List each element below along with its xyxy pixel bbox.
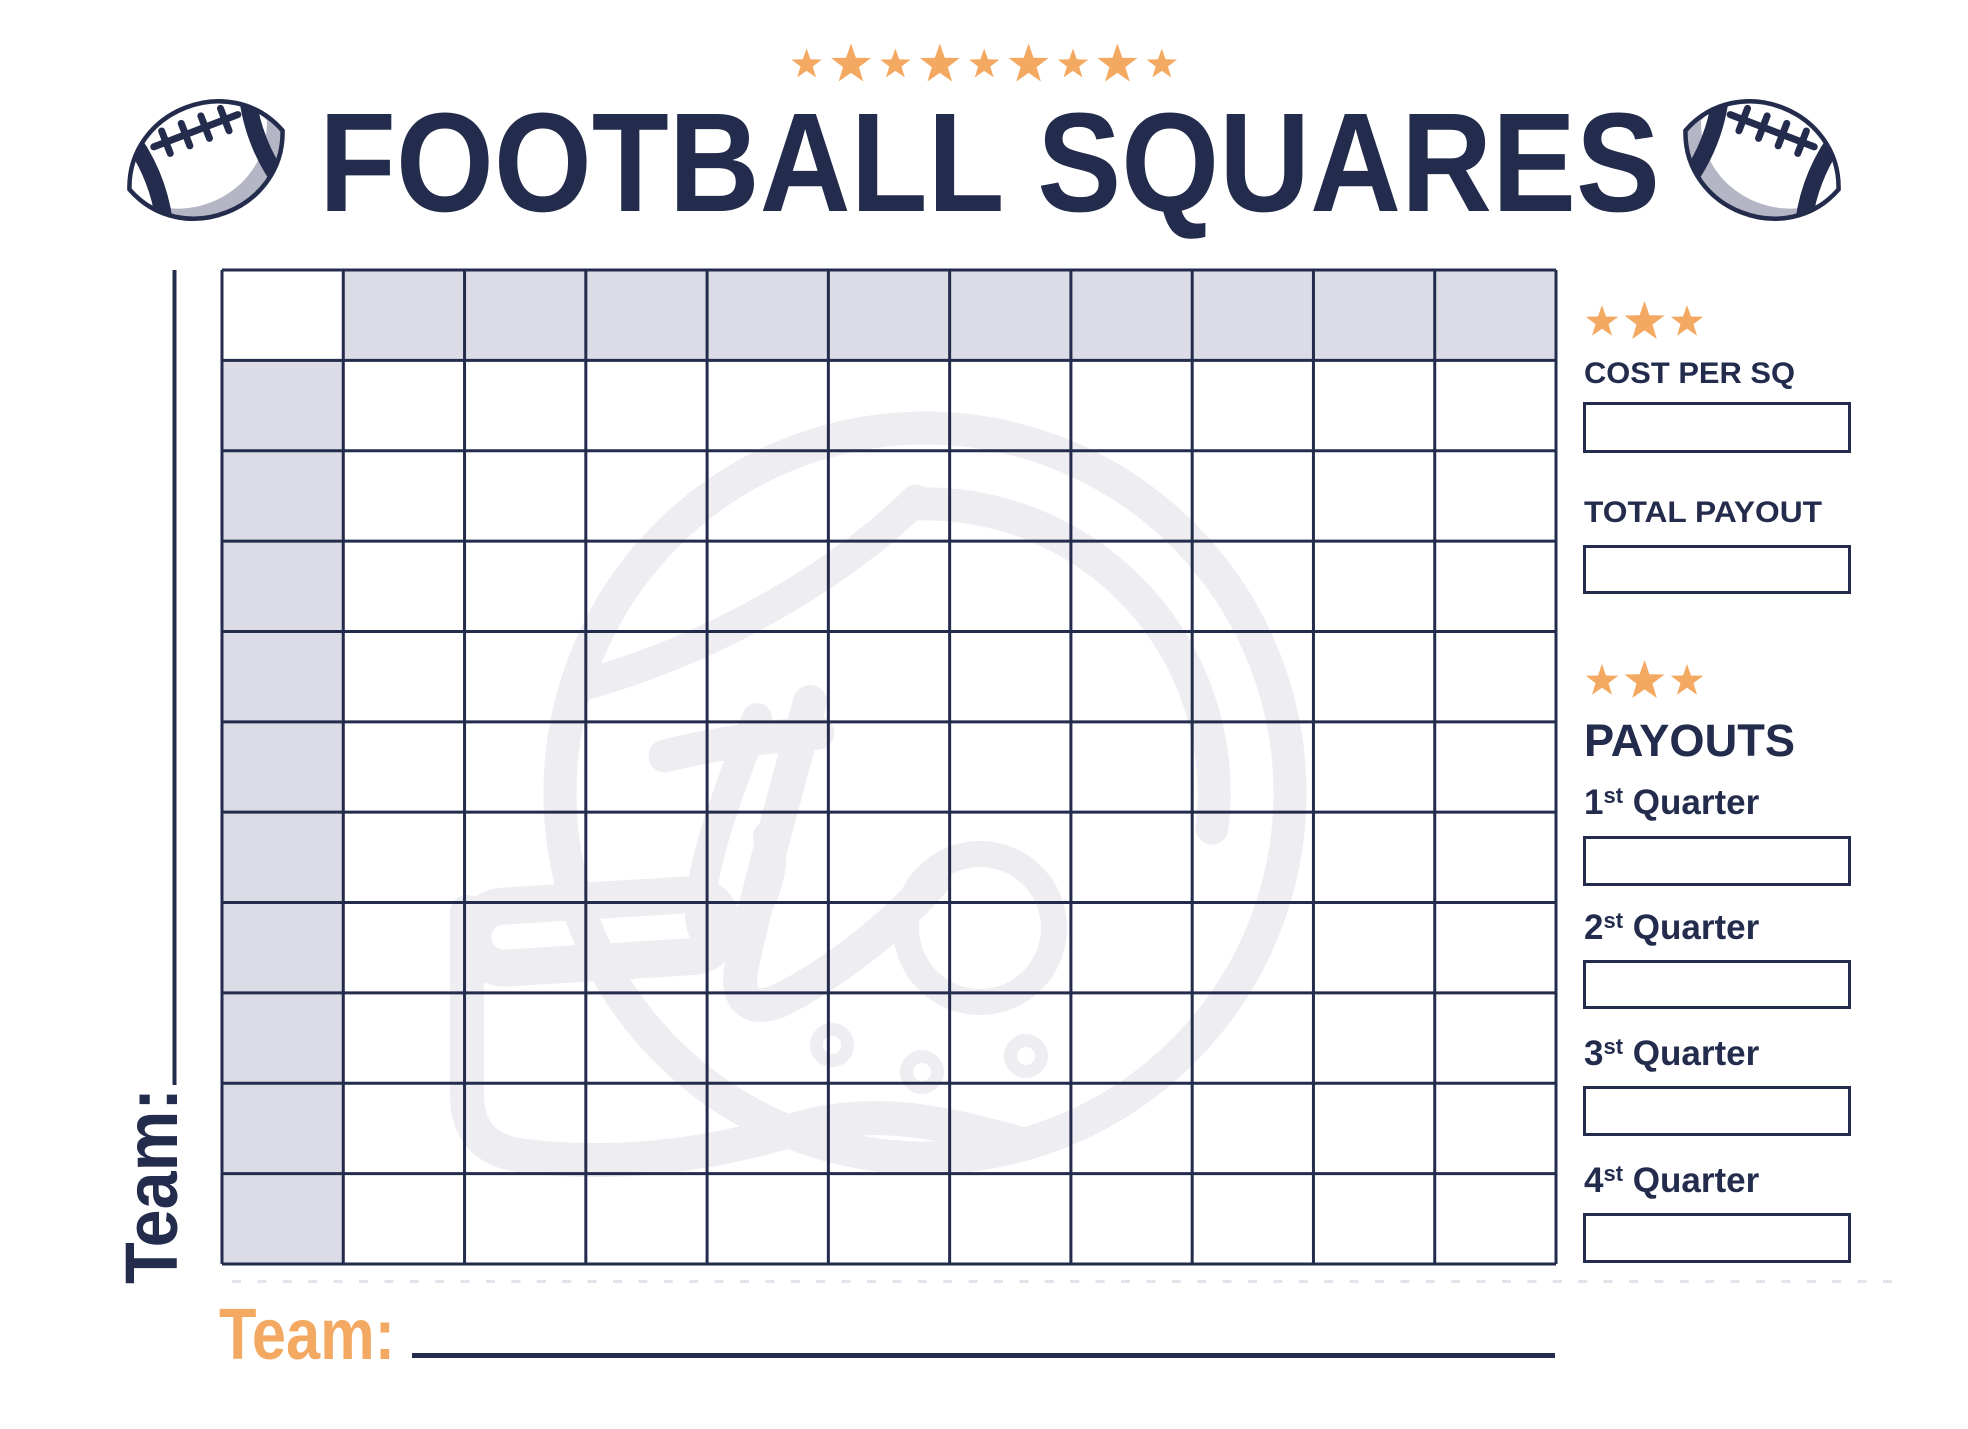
svg-text:FOOTBALL SQUARES: FOOTBALL SQUARES [319,83,1660,241]
svg-text:PAYOUTS: PAYOUTS [1584,715,1795,766]
svg-text:TOTAL PAYOUT: TOTAL PAYOUT [1584,496,1822,529]
svg-text:1st Quarter: 1st Quarter [1584,783,1760,822]
svg-text:COST PER SQ: COST PER SQ [1584,357,1795,390]
svg-text:Team:: Team: [219,1295,395,1375]
svg-text:2st Quarter: 2st Quarter [1584,908,1760,947]
svg-text:Team:: Team: [110,1088,193,1284]
